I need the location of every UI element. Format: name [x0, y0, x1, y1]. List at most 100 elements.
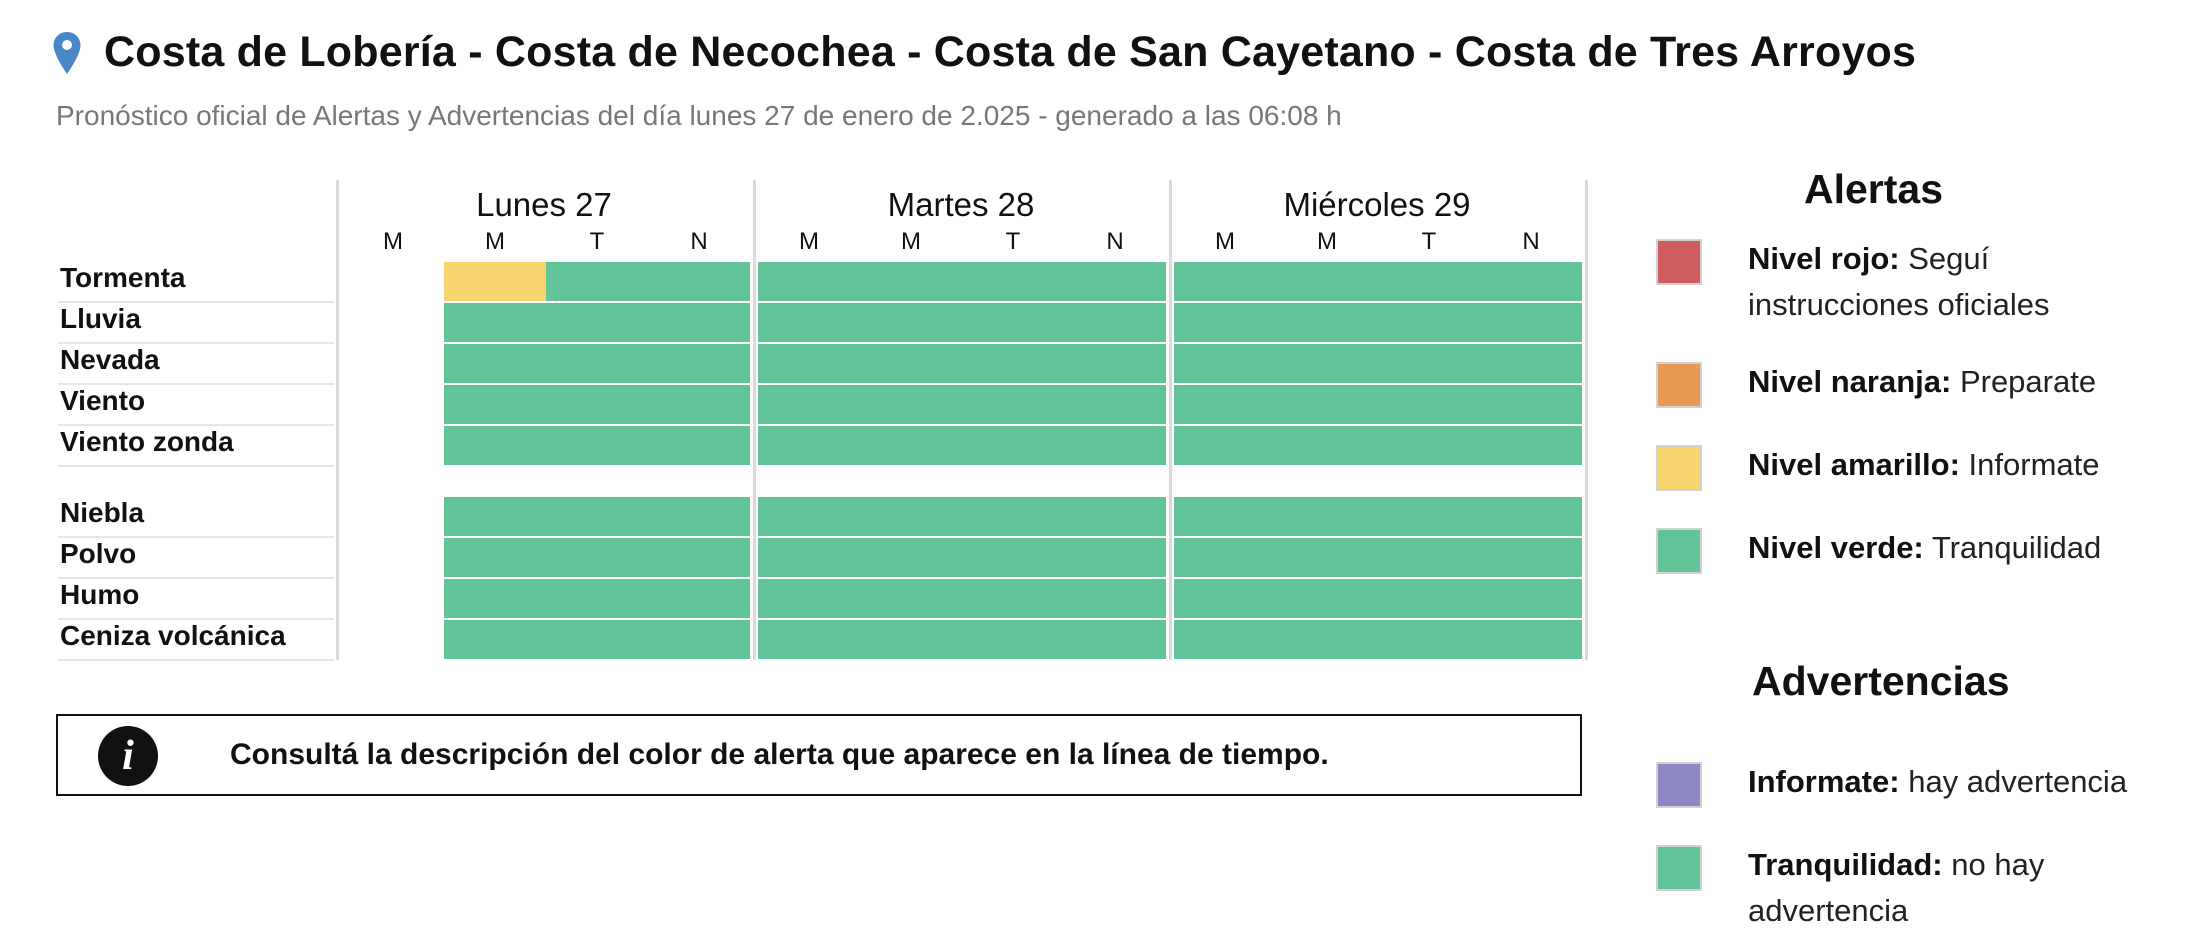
- timeline-cell: [1378, 426, 1480, 465]
- timeline-cell: [1174, 426, 1276, 465]
- row-label-viento: Viento: [60, 385, 146, 416]
- legend-label: Tranquilidad:: [1748, 847, 1943, 882]
- timeline-cell: [758, 579, 860, 618]
- header: Costa de Lobería - Costa de Necochea - C…: [52, 28, 1916, 77]
- period-label: N: [1522, 228, 1540, 255]
- alerts-legend-title: Alertas: [1804, 166, 1944, 212]
- legend-desc: Tranquilidad: [1931, 530, 2102, 565]
- timeline-cell: [962, 262, 1064, 301]
- timeline-cell: [758, 303, 860, 342]
- timeline-cell: [1378, 538, 1480, 577]
- timeline-cell: [1174, 579, 1276, 618]
- timeline-cell: [962, 579, 1064, 618]
- timeline-cell: [1276, 497, 1378, 536]
- legend-label: Nivel rojo:: [1748, 241, 1900, 276]
- legend-desc: Informate: [1968, 447, 2100, 482]
- period-label: M: [383, 228, 403, 255]
- day-label-martes: Martes 28: [887, 186, 1035, 223]
- timeline-cell: [546, 426, 648, 465]
- timeline-cell: [546, 538, 648, 577]
- timeline-cell: [444, 579, 546, 618]
- legend-desc: no hay advertencia: [1748, 847, 2045, 928]
- row-label-humo: Humo: [60, 579, 140, 610]
- timeline-cell: [648, 344, 750, 383]
- timeline-cell: [648, 303, 750, 342]
- timeline-cell: [444, 262, 546, 301]
- timeline-cell: [1064, 262, 1166, 301]
- timeline-cell: [1064, 344, 1166, 383]
- timeline-cell: [1064, 303, 1166, 342]
- legend-desc: hay advertencia: [1908, 764, 2128, 799]
- timeline-cell: [444, 385, 546, 424]
- timeline-cell: [1480, 385, 1582, 424]
- timeline-cell: [1480, 426, 1582, 465]
- period-label: M: [485, 228, 505, 255]
- row-divider: [58, 577, 334, 579]
- period-label: T: [589, 228, 605, 255]
- timeline-cell: [648, 579, 750, 618]
- timeline-cell: [758, 344, 860, 383]
- location-title: Costa de Lobería - Costa de Necochea - C…: [104, 28, 1917, 76]
- day-label-miercoles: Miércoles 29: [1283, 186, 1471, 223]
- timeline-cell: [1480, 620, 1582, 659]
- period-label: M: [799, 228, 819, 255]
- timeline-cell: [648, 538, 750, 577]
- swatch-verde: [1656, 845, 1702, 891]
- timeline-cell: [860, 620, 962, 659]
- period-label: N: [1106, 228, 1124, 255]
- timeline-cell: [758, 385, 860, 424]
- timeline-cell: [648, 497, 750, 536]
- timeline-cell: [1174, 262, 1276, 301]
- timeline-cell: [1378, 344, 1480, 383]
- period-label: M: [901, 228, 921, 255]
- row-label-nevada: Nevada: [60, 344, 160, 375]
- timeline-cell: [860, 262, 962, 301]
- timeline-cell: [1174, 497, 1276, 536]
- timeline-cell: [1174, 385, 1276, 424]
- timeline-cell: [962, 426, 1064, 465]
- timeline-cell: [1276, 426, 1378, 465]
- day-label-lunes: Lunes 27: [476, 186, 612, 223]
- timeline-cell: [648, 385, 750, 424]
- swatch-rojo: [1656, 239, 1702, 285]
- timeline-cell: [1276, 538, 1378, 577]
- period-label: M: [1215, 228, 1235, 255]
- timeline-cell: [546, 262, 648, 301]
- timeline-cell: [1480, 344, 1582, 383]
- row-label-polvo: Polvo: [60, 538, 137, 569]
- timeline-cell: [962, 303, 1064, 342]
- timeline-cell: [1378, 620, 1480, 659]
- info-banner-text: Consultá la descripción del color de ale…: [230, 738, 1329, 771]
- row-label-niebla: Niebla: [60, 497, 145, 528]
- row-label-lluvia: Lluvia: [60, 303, 141, 334]
- legend-label: Informate:: [1748, 764, 1900, 799]
- timeline-cell: [962, 344, 1064, 383]
- timeline-cell: [648, 426, 750, 465]
- timeline-cell: [1378, 262, 1480, 301]
- info-banner: i Consultá la descripción del color de a…: [56, 714, 1582, 796]
- period-label: M: [1317, 228, 1337, 255]
- timeline-cell: [1378, 385, 1480, 424]
- timeline-cell: [860, 344, 962, 383]
- grid-separator: [336, 180, 339, 660]
- timeline-cell: [546, 303, 648, 342]
- timeline-cell: [962, 538, 1064, 577]
- timeline-cell: [962, 497, 1064, 536]
- timeline-cell: [648, 262, 750, 301]
- timeline-cell: [758, 538, 860, 577]
- row-label-tormenta: Tormenta: [60, 262, 186, 293]
- row-divider: [58, 618, 334, 620]
- period-label: T: [1421, 228, 1437, 255]
- timeline-cell: [758, 497, 860, 536]
- warnings-legend-title: Advertencias: [1752, 658, 2010, 704]
- timeline-cell: [1064, 620, 1166, 659]
- forecast-subtitle: Pronóstico oficial de Alertas y Adverten…: [56, 100, 1342, 131]
- timeline-cell: [1064, 538, 1166, 577]
- timeline-cell: [1276, 262, 1378, 301]
- timeline-cell: [1064, 497, 1166, 536]
- timeline-cell: [1480, 303, 1582, 342]
- row-divider: [58, 383, 334, 385]
- timeline-cell: [1378, 579, 1480, 618]
- grid-separator: [1169, 180, 1172, 660]
- timeline-cell: [546, 497, 648, 536]
